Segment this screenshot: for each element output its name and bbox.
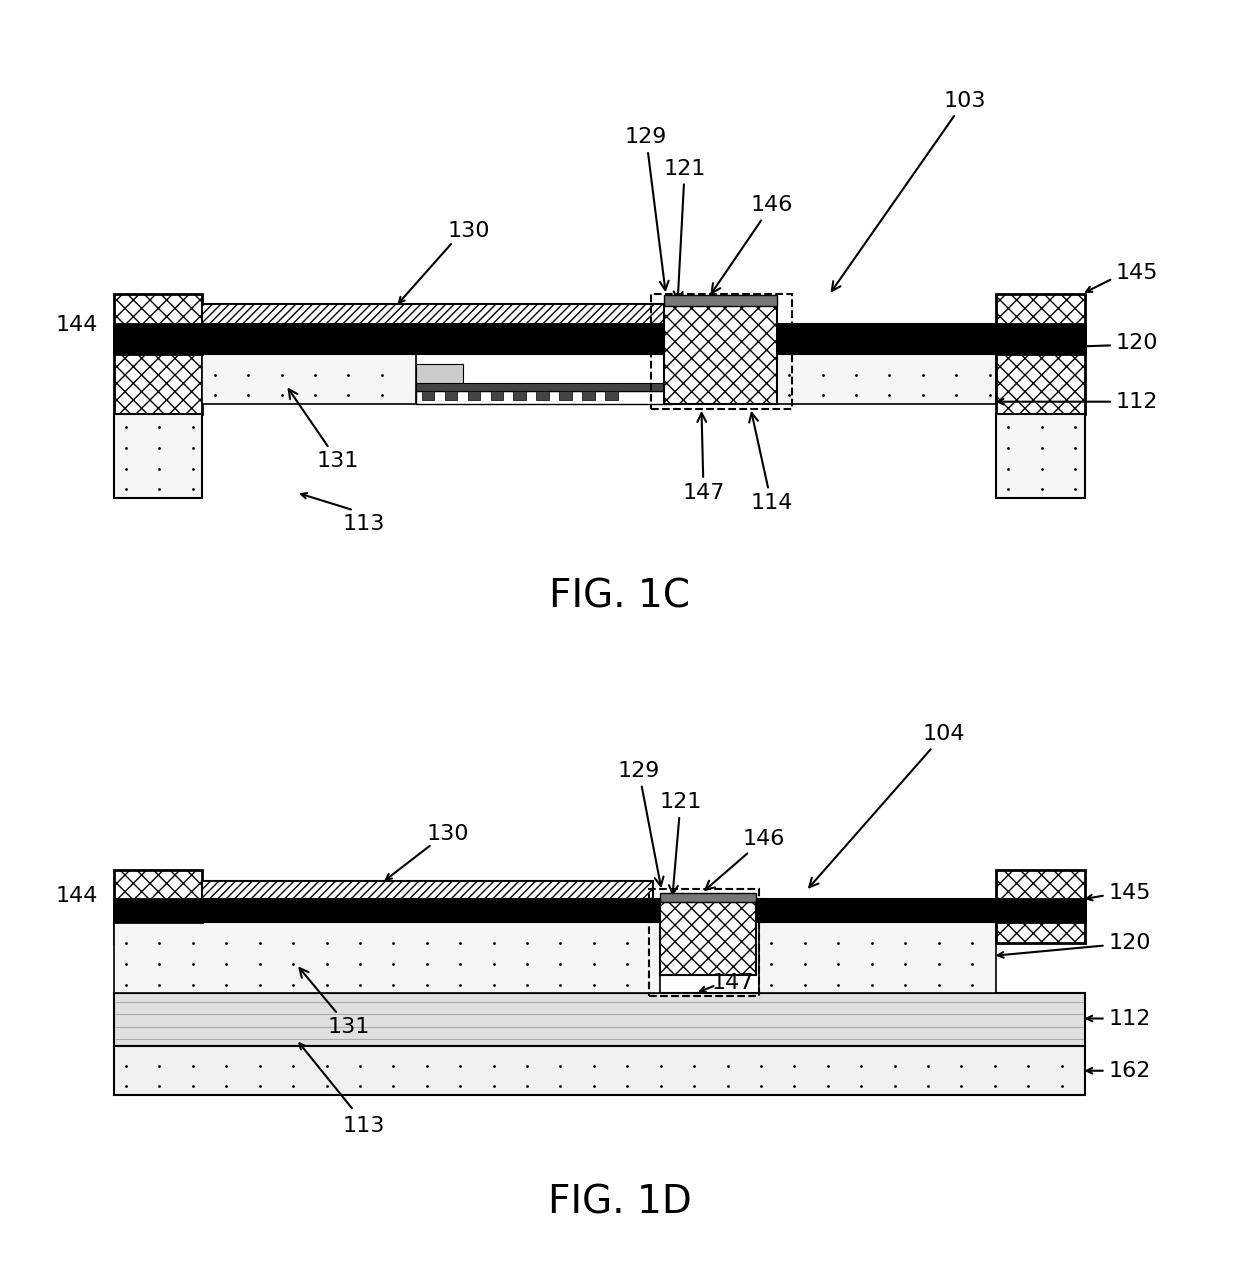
Bar [202,303,677,325]
Bar [663,296,776,306]
Bar [202,880,653,899]
Bar [445,391,458,400]
Text: 146: 146 [712,195,792,293]
Bar [996,294,1085,414]
Bar [422,391,434,400]
Bar [114,899,202,922]
Bar [663,303,776,404]
Bar [651,294,792,409]
Bar [467,391,480,400]
Bar [996,870,1085,943]
Bar [759,922,996,994]
Bar [776,354,996,404]
Text: 121: 121 [663,159,706,301]
Text: 144: 144 [56,887,98,906]
Text: FIG. 1D: FIG. 1D [548,1184,692,1222]
Bar [759,899,996,922]
Text: 112: 112 [1109,1009,1151,1028]
Text: 144: 144 [56,316,98,335]
Bar [559,391,572,400]
Bar [583,391,595,400]
Text: 114: 114 [749,413,792,513]
Text: FIG. 1C: FIG. 1C [549,578,691,615]
Text: 147: 147 [712,973,754,992]
Bar [776,325,996,354]
Bar [417,383,672,391]
Bar [605,391,618,400]
Text: 103: 103 [832,90,986,290]
Text: 113: 113 [343,513,386,534]
Bar [417,391,672,404]
Bar [996,325,1085,354]
Bar [202,354,417,404]
Text: 120: 120 [1116,334,1158,353]
Bar [537,391,549,400]
Text: 121: 121 [660,792,702,894]
Text: 145: 145 [1109,883,1151,903]
Bar [660,893,755,902]
Bar [996,899,1085,922]
Bar [114,870,202,943]
Bar [114,922,660,994]
Bar [996,414,1085,498]
Text: 131: 131 [300,968,370,1037]
Bar [660,902,755,975]
Text: 104: 104 [810,725,965,887]
Bar [202,325,719,354]
Text: 120: 120 [1109,934,1151,953]
Bar [114,994,1085,1046]
Text: 146: 146 [706,829,785,889]
Bar [491,391,503,400]
Text: 129: 129 [618,761,663,887]
Text: 131: 131 [289,389,360,471]
Bar [114,414,202,498]
Bar [114,1046,1085,1094]
Text: 145: 145 [1116,264,1158,283]
Bar [513,391,526,400]
Text: 129: 129 [625,127,668,290]
Bar [202,899,764,922]
Bar [417,364,464,385]
Text: 147: 147 [682,413,724,502]
Text: 130: 130 [427,824,469,843]
Text: 162: 162 [1109,1061,1151,1080]
Bar [650,889,759,995]
Bar [114,294,202,414]
Text: 130: 130 [448,222,490,242]
Bar [114,325,202,354]
Text: 113: 113 [343,1116,386,1136]
Text: 112: 112 [1116,391,1158,412]
